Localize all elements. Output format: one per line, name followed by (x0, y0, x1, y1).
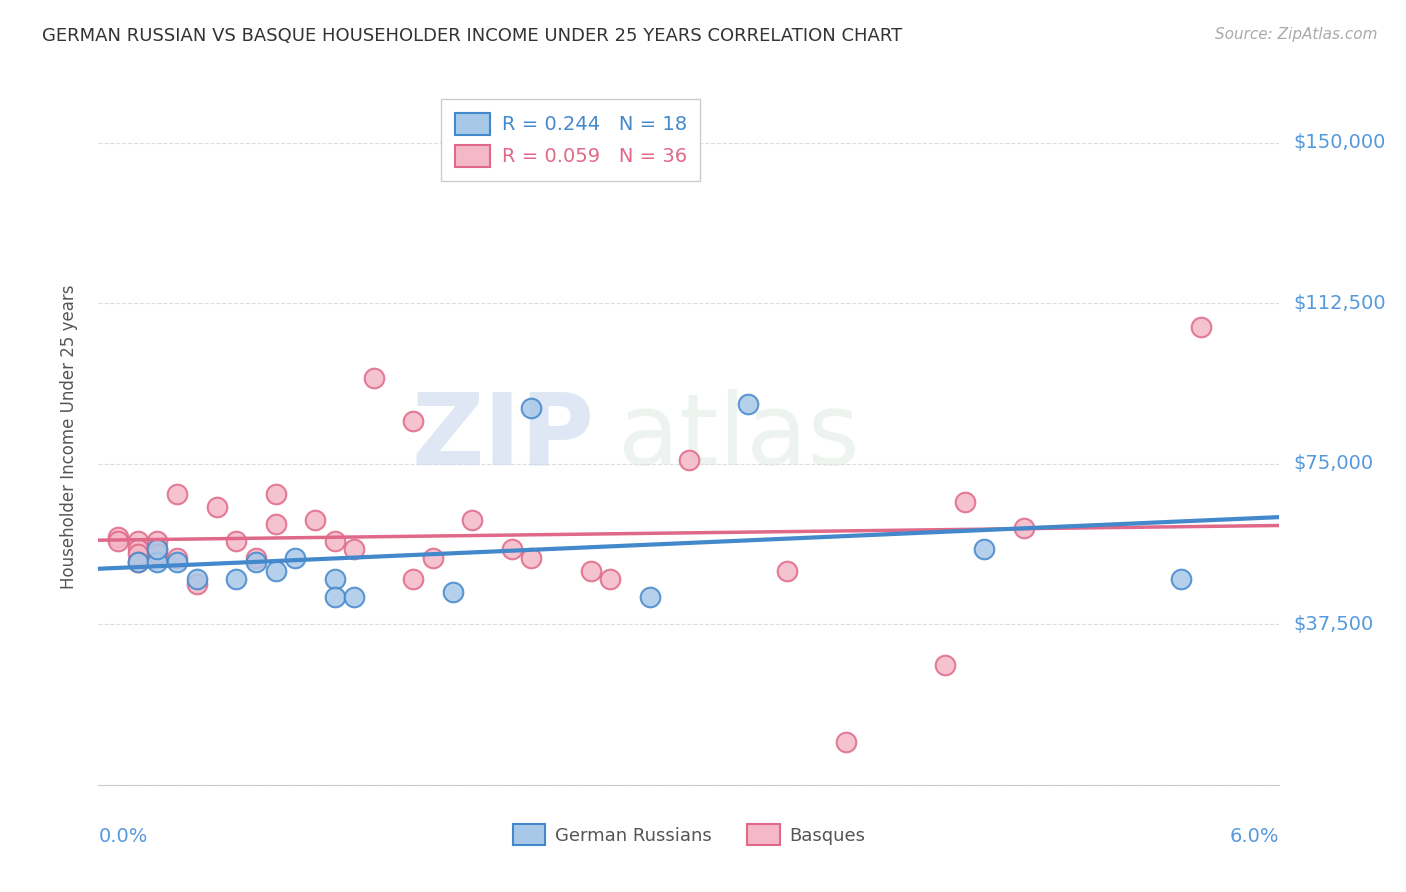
Point (225, 573, 247, 587)
Point (363, 371, 385, 385)
Point (127, 555, 149, 569)
Point (638, 590, 661, 604)
Point (599, 573, 621, 587)
Point (127, 542, 149, 557)
Point (146, 542, 169, 557)
Point (501, 542, 523, 557)
Text: 6.0%: 6.0% (1230, 827, 1279, 846)
Point (441, 585, 464, 599)
Point (1189, 319, 1212, 334)
Point (186, 576, 208, 591)
Point (225, 533, 247, 548)
Point (1012, 521, 1035, 535)
Point (107, 530, 129, 544)
Point (323, 533, 346, 548)
Point (127, 533, 149, 548)
Point (127, 547, 149, 561)
Point (422, 551, 444, 566)
Text: ZIP: ZIP (412, 389, 595, 485)
Text: GERMAN RUSSIAN VS BASQUE HOUSEHOLDER INCOME UNDER 25 YEARS CORRELATION CHART: GERMAN RUSSIAN VS BASQUE HOUSEHOLDER INC… (42, 27, 903, 45)
Point (245, 555, 267, 569)
Point (186, 573, 208, 587)
Point (127, 555, 149, 569)
Point (107, 533, 129, 548)
Point (520, 551, 543, 566)
Point (520, 401, 543, 416)
Text: $37,500: $37,500 (1294, 615, 1374, 634)
Legend: German Russians, Basques: German Russians, Basques (506, 817, 872, 853)
Point (146, 555, 169, 569)
Point (166, 555, 188, 569)
Point (776, 564, 799, 578)
Text: $112,500: $112,500 (1294, 293, 1386, 313)
Point (343, 590, 366, 604)
Point (1170, 573, 1192, 587)
Point (245, 551, 267, 566)
Point (953, 495, 976, 509)
Point (264, 487, 287, 501)
Point (284, 551, 307, 566)
Point (264, 516, 287, 531)
Point (402, 414, 425, 428)
Point (323, 573, 346, 587)
Point (146, 533, 169, 548)
Point (323, 590, 346, 604)
Point (835, 735, 858, 749)
Point (343, 542, 366, 557)
Point (579, 564, 602, 578)
Text: $150,000: $150,000 (1294, 133, 1386, 153)
Text: $75,000: $75,000 (1294, 454, 1374, 474)
Text: Source: ZipAtlas.com: Source: ZipAtlas.com (1215, 27, 1378, 42)
Point (205, 500, 228, 514)
Point (166, 551, 188, 566)
Point (264, 564, 287, 578)
Point (402, 573, 425, 587)
Y-axis label: Householder Income Under 25 years: Householder Income Under 25 years (59, 285, 77, 590)
Point (304, 512, 326, 526)
Point (973, 542, 995, 557)
Point (678, 452, 700, 467)
Point (461, 512, 484, 526)
Text: 0.0%: 0.0% (98, 827, 148, 846)
Point (146, 547, 169, 561)
Point (934, 658, 956, 673)
Point (146, 542, 169, 557)
Point (166, 487, 188, 501)
Text: atlas: atlas (619, 389, 859, 485)
Point (737, 397, 759, 411)
